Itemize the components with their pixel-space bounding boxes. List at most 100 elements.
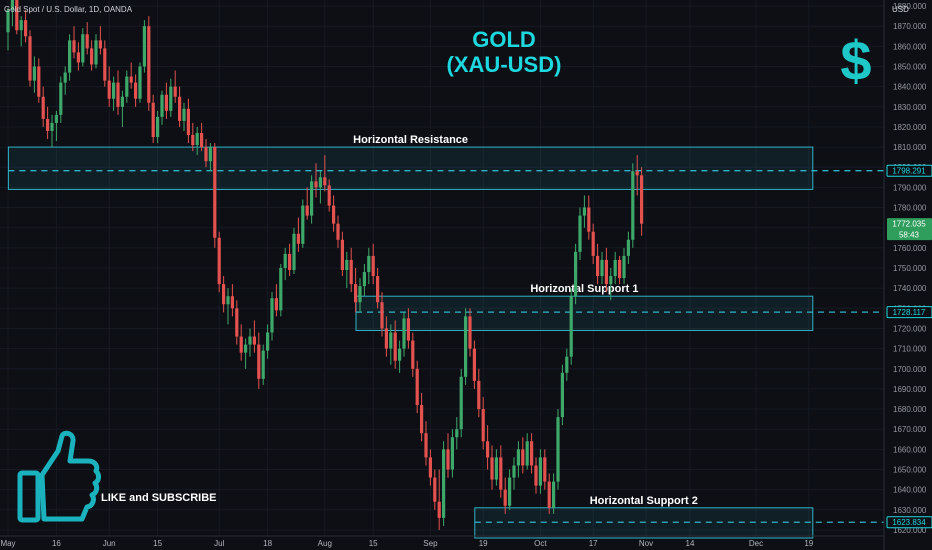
candle-body bbox=[468, 316, 472, 349]
candle-body bbox=[618, 259, 622, 279]
y-tick-label: 1850.000 bbox=[893, 62, 927, 71]
candle-body bbox=[459, 376, 463, 430]
candle-body bbox=[362, 272, 366, 287]
candle-body bbox=[547, 481, 551, 508]
candle-body bbox=[384, 328, 388, 349]
resistance-price-marker-text: 1798.291 bbox=[892, 167, 926, 176]
candle-body bbox=[41, 96, 45, 119]
x-tick-label: 14 bbox=[686, 539, 695, 548]
candle-body bbox=[490, 457, 494, 480]
candle-body bbox=[543, 457, 547, 482]
candle-body bbox=[393, 332, 397, 361]
y-tick-label: 1810.000 bbox=[893, 143, 927, 152]
candle-body bbox=[398, 348, 402, 361]
support-1-zone-label: Horizontal Support 1 bbox=[530, 283, 638, 295]
candle-body bbox=[200, 132, 204, 148]
candle-body bbox=[85, 34, 89, 49]
candle-body bbox=[494, 457, 498, 480]
y-tick-label: 1710.000 bbox=[893, 345, 927, 354]
x-tick-label: 19 bbox=[479, 539, 488, 548]
candle-body bbox=[318, 177, 322, 188]
candle-body bbox=[195, 132, 199, 146]
candle-body bbox=[103, 48, 107, 81]
x-tick-label: Oct bbox=[534, 539, 547, 548]
candle-body bbox=[156, 116, 160, 138]
x-axis: May 16 Jun 15 Jul 18 Aug 15 Sep 19 Oct 17 Nov 14 Dec 19 bbox=[0, 539, 813, 548]
candle-body bbox=[186, 108, 190, 136]
candle-body bbox=[217, 237, 221, 285]
candle-body bbox=[349, 259, 353, 285]
candle-body bbox=[296, 233, 300, 244]
x-tick-label: Jul bbox=[214, 539, 224, 548]
candle-body bbox=[98, 40, 102, 49]
y-tick-label: 1660.000 bbox=[893, 445, 927, 454]
candle-body bbox=[94, 40, 98, 65]
candle-body bbox=[54, 114, 58, 123]
candle-body bbox=[314, 181, 318, 188]
candle-body bbox=[257, 344, 261, 379]
candle-body bbox=[24, 20, 28, 37]
candle-body bbox=[182, 108, 186, 121]
y-tick-label: 1820.000 bbox=[893, 123, 927, 132]
candle-body bbox=[279, 268, 283, 311]
candle-body bbox=[389, 332, 393, 349]
candle-body bbox=[151, 102, 155, 138]
candle-body bbox=[565, 356, 569, 373]
candle-body bbox=[292, 233, 296, 271]
y-tick-label: 1640.000 bbox=[893, 486, 927, 495]
x-tick-label: Sep bbox=[423, 539, 438, 548]
candle-body bbox=[305, 205, 309, 216]
support2-price-marker-text: 1623.834 bbox=[892, 518, 926, 527]
candle-body bbox=[508, 477, 512, 506]
candle-body bbox=[120, 96, 124, 107]
candle-body bbox=[340, 239, 344, 271]
y-tick-label: 1720.000 bbox=[893, 324, 927, 333]
x-tick-label: 15 bbox=[153, 539, 162, 548]
candle-body bbox=[376, 276, 380, 303]
x-tick-label: 15 bbox=[369, 539, 378, 548]
candle-body bbox=[455, 429, 459, 438]
candle-body bbox=[46, 118, 50, 131]
candle-body bbox=[63, 72, 67, 83]
candle-body bbox=[15, 0, 19, 31]
candle-body bbox=[208, 147, 212, 162]
candle-body bbox=[578, 215, 582, 252]
candle-body bbox=[68, 40, 72, 73]
x-tick-label: 16 bbox=[52, 539, 61, 548]
candle-body bbox=[635, 171, 639, 176]
candle-body bbox=[138, 66, 142, 99]
candle-body bbox=[481, 409, 485, 442]
candle-body bbox=[252, 336, 256, 345]
title-xau-usd: (XAU-USD) bbox=[447, 52, 562, 77]
y-tick-label: 1620.000 bbox=[893, 526, 927, 535]
candle-body bbox=[521, 449, 525, 466]
candle-body bbox=[552, 481, 556, 508]
candle-body bbox=[600, 259, 604, 277]
y-tick-label: 1750.000 bbox=[893, 264, 927, 273]
y-tick-label: 1840.000 bbox=[893, 83, 927, 92]
candle-body bbox=[248, 336, 252, 345]
candle-body bbox=[169, 86, 173, 111]
y-tick-label: 1700.000 bbox=[893, 365, 927, 374]
zones-layer: Horizontal Resistance Horizontal Support … bbox=[7, 134, 884, 539]
candle-body bbox=[486, 441, 490, 458]
candle-body bbox=[142, 26, 146, 67]
candle-body bbox=[354, 284, 358, 303]
candle-body bbox=[345, 259, 349, 271]
support2-price-marker-bg bbox=[886, 516, 932, 529]
candle-body bbox=[613, 259, 617, 277]
x-tick-label: May bbox=[0, 539, 15, 548]
candle-body bbox=[442, 449, 446, 518]
candle-body bbox=[406, 318, 410, 341]
candle-body bbox=[569, 296, 573, 357]
candle-body bbox=[420, 405, 424, 434]
candle-body bbox=[6, 10, 10, 33]
candle-body bbox=[204, 147, 208, 162]
candle-body bbox=[428, 457, 432, 478]
candle-body bbox=[415, 368, 419, 406]
candle-body bbox=[10, 0, 14, 11]
candle-body bbox=[134, 82, 138, 99]
y-tick-label: 1650.000 bbox=[893, 466, 927, 475]
y-tick-label: 1860.000 bbox=[893, 42, 927, 51]
candle-body bbox=[283, 253, 287, 268]
